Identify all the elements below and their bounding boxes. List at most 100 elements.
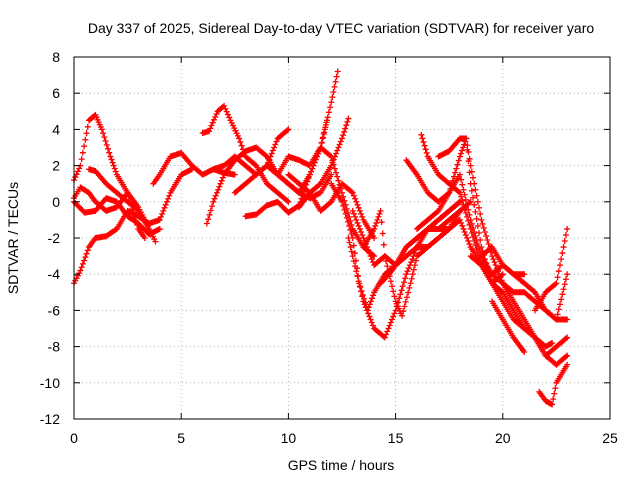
data-point-marker	[471, 180, 478, 187]
data-point-marker	[484, 237, 491, 244]
data-point-marker	[530, 288, 537, 295]
data-point-marker	[378, 219, 385, 226]
data-point-marker	[211, 195, 218, 202]
data-point-marker	[224, 111, 231, 118]
data-point-marker	[238, 142, 245, 149]
data-point-marker	[78, 264, 85, 271]
data-point-marker	[348, 248, 355, 255]
data-point-marker	[348, 188, 355, 195]
data-point-marker	[397, 291, 404, 298]
data-point-marker	[130, 209, 137, 216]
data-point-marker	[350, 210, 357, 217]
data-point-marker	[555, 306, 562, 313]
data-point-marker	[359, 213, 366, 220]
data-point-marker	[334, 68, 341, 75]
data-point-marker	[74, 168, 81, 175]
data-point-marker	[403, 294, 410, 301]
data-point-marker	[399, 283, 406, 290]
data-point-marker	[360, 235, 367, 241]
data-point-marker	[467, 225, 474, 232]
data-series	[418, 131, 571, 359]
x-tick-label: 15	[388, 430, 404, 446]
data-point-marker	[496, 271, 503, 278]
data-point-marker	[491, 259, 498, 266]
y-tick-label: 6	[52, 85, 60, 101]
data-point-marker	[559, 291, 566, 298]
chart-title: Day 337 of 2025, Sidereal Day-to-day VTE…	[88, 20, 594, 36]
data-point-marker	[331, 83, 338, 90]
data-point-marker	[237, 139, 244, 146]
data-point-marker	[452, 169, 459, 176]
data-point-marker	[349, 207, 356, 214]
data-point-marker	[209, 203, 216, 210]
data-point-marker	[551, 390, 558, 397]
data-point-marker	[478, 216, 485, 223]
data-point-marker	[495, 268, 502, 275]
data-point-marker	[328, 171, 335, 178]
data-point-marker	[219, 174, 226, 181]
data-point-marker	[423, 149, 430, 156]
data-point-marker	[472, 208, 479, 215]
data-point-marker	[402, 298, 409, 305]
data-point-marker	[353, 216, 360, 223]
data-point-marker	[358, 210, 365, 217]
data-point-marker	[362, 304, 369, 311]
data-point-marker	[461, 205, 468, 212]
data-point-marker	[405, 265, 412, 272]
data-point-marker	[309, 165, 316, 172]
data-point-marker	[207, 207, 214, 214]
data-point-marker	[549, 401, 556, 408]
data-point-marker	[404, 268, 411, 275]
data-point-marker	[350, 258, 357, 265]
data-point-marker	[407, 280, 414, 287]
data-point-marker	[335, 144, 342, 151]
data-point-marker	[358, 228, 365, 235]
data-point-marker	[366, 313, 373, 320]
data-point-marker	[558, 256, 565, 263]
data-point-marker	[223, 108, 230, 115]
data-point-marker	[409, 256, 416, 263]
data-point-marker	[468, 229, 475, 236]
data-point-marker	[267, 153, 274, 160]
data-point-marker	[107, 153, 114, 160]
data-point-marker	[493, 265, 500, 272]
data-point-marker	[367, 298, 374, 305]
data-point-marker	[474, 198, 481, 205]
data-point-marker	[463, 135, 470, 142]
data-point-marker	[354, 219, 361, 226]
data-point-marker	[365, 310, 372, 317]
data-point-marker	[366, 250, 373, 257]
data-point-marker	[358, 288, 365, 295]
data-point-marker	[330, 88, 337, 95]
x-axis-label: GPS time / hours	[288, 457, 395, 473]
data-point-marker	[111, 165, 118, 172]
data-point-marker	[350, 192, 357, 199]
data-point-marker	[422, 146, 429, 153]
data-point-marker	[461, 191, 468, 198]
data-point-marker	[359, 231, 366, 238]
data-point-marker	[320, 130, 327, 137]
data-point-marker	[555, 268, 562, 275]
data-point-marker	[457, 150, 464, 157]
data-point-marker	[353, 198, 360, 205]
data-point-marker	[467, 198, 474, 205]
data-point-marker	[400, 279, 407, 286]
x-tick-label: 10	[281, 430, 297, 446]
data-point-marker	[408, 259, 415, 266]
data-point-marker	[475, 204, 482, 211]
data-point-marker	[81, 257, 88, 264]
data-point-marker	[556, 262, 563, 269]
data-point-marker	[521, 349, 528, 356]
data-point-marker	[205, 216, 212, 223]
data-point-marker	[559, 250, 566, 257]
data-point-marker	[372, 222, 379, 229]
data-point-marker	[159, 210, 166, 217]
data-point-marker	[459, 181, 466, 188]
data-point-marker	[411, 262, 418, 269]
data-point-marker	[387, 278, 394, 285]
data-point-marker	[104, 145, 111, 152]
data-point-marker	[308, 168, 315, 175]
data-point-marker	[473, 192, 480, 199]
data-point-marker	[356, 225, 363, 232]
